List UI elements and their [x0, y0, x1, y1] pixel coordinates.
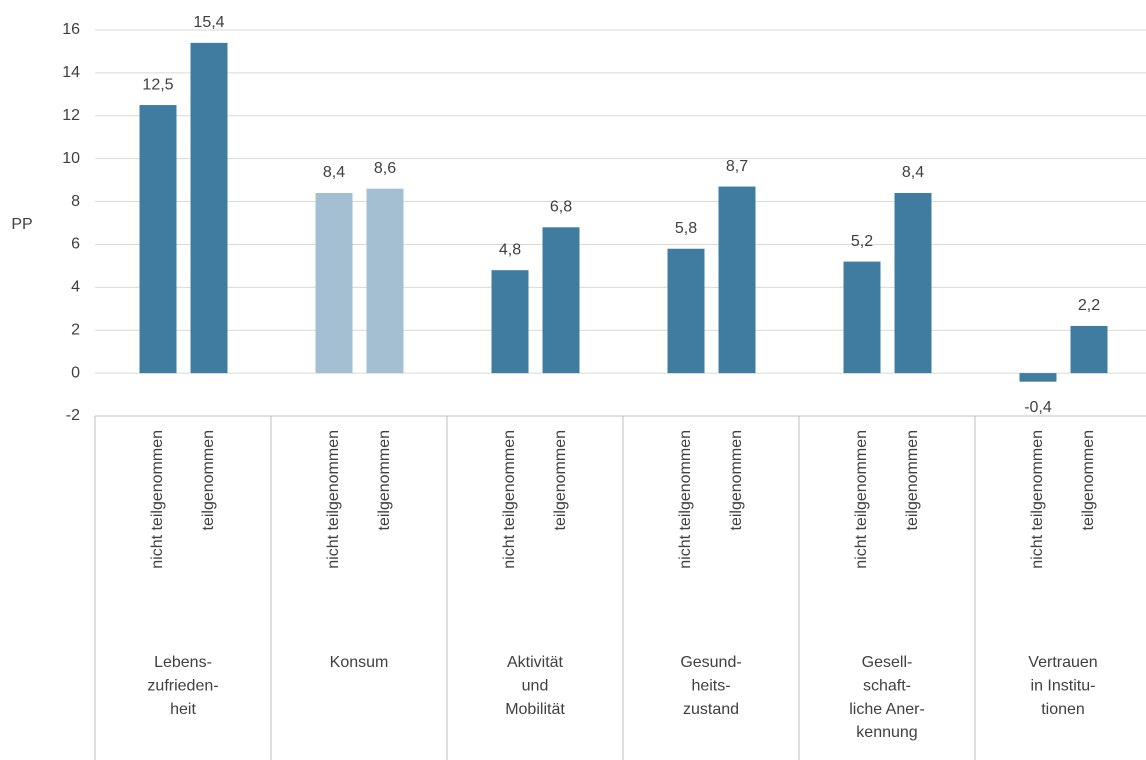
bar: [1019, 373, 1057, 382]
series-label: teilgenommen: [1080, 430, 1097, 531]
series-label: teilgenommen: [904, 430, 921, 531]
group-label: heit: [170, 701, 196, 718]
group-label: Gesell-: [862, 654, 913, 671]
group-label: Aktivität: [507, 654, 564, 671]
y-tick-label: 2: [71, 321, 80, 338]
value-label: -0,4: [1024, 399, 1052, 416]
value-label: 5,8: [675, 220, 697, 237]
bar: [1070, 325, 1108, 374]
group-label: heits-: [691, 678, 730, 695]
bar: [315, 192, 353, 374]
series-label: teilgenommen: [728, 430, 745, 531]
y-tick-label: 0: [71, 364, 80, 381]
bar: [366, 188, 404, 374]
value-label: 4,8: [499, 241, 521, 258]
bar: [667, 248, 705, 374]
y-tick-label: 12: [62, 107, 80, 124]
y-tick-label: 4: [71, 279, 80, 296]
group-label: zufrieden-: [147, 678, 218, 695]
series-label: teilgenommen: [376, 430, 393, 531]
series-label: teilgenommen: [552, 430, 569, 531]
series-label: nicht teilgenommen: [853, 430, 870, 569]
group-label: in Institu-: [1031, 678, 1096, 695]
group-label: und: [522, 678, 549, 695]
value-label: 6,8: [550, 199, 572, 216]
y-axis-label: PP: [11, 216, 32, 233]
series-label: nicht teilgenommen: [501, 430, 518, 569]
series-label: nicht teilgenommen: [1029, 430, 1046, 569]
y-tick-label: 16: [62, 21, 80, 38]
bar: [894, 192, 932, 374]
value-label: 15,4: [193, 14, 224, 31]
group-label: tionen: [1041, 701, 1085, 718]
value-label: 8,4: [902, 164, 924, 181]
y-tick-label: 14: [62, 64, 80, 81]
value-label: 12,5: [142, 76, 173, 93]
group-label: Mobilität: [505, 701, 565, 718]
group-label: Lebens-: [154, 654, 212, 671]
value-label: 5,2: [851, 233, 873, 250]
series-label: nicht teilgenommen: [149, 430, 166, 569]
bar: [718, 186, 756, 374]
y-tick-label: 8: [71, 193, 80, 210]
bar: [139, 105, 177, 374]
group-label: Konsum: [330, 654, 389, 671]
series-label: teilgenommen: [200, 430, 217, 531]
value-label: 8,7: [726, 158, 748, 175]
bar: [491, 270, 529, 374]
group-label: Gesund-: [680, 654, 741, 671]
y-tick-label: -2: [66, 407, 80, 424]
value-label: 8,6: [374, 160, 396, 177]
bar: [542, 227, 580, 374]
series-label: nicht teilgenommen: [325, 430, 342, 569]
group-label: schaft-: [863, 678, 911, 695]
bar: [843, 261, 881, 374]
series-label: nicht teilgenommen: [677, 430, 694, 569]
y-tick-label: 10: [62, 150, 80, 167]
value-label: 8,4: [323, 164, 345, 181]
bar: [190, 42, 228, 374]
group-label: liche Aner-: [849, 701, 925, 718]
y-tick-label: 6: [71, 236, 80, 253]
group-label: Vertrauen: [1028, 654, 1097, 671]
value-label: 2,2: [1078, 297, 1100, 314]
group-label: zustand: [683, 701, 739, 718]
group-label: kennung: [856, 724, 917, 741]
